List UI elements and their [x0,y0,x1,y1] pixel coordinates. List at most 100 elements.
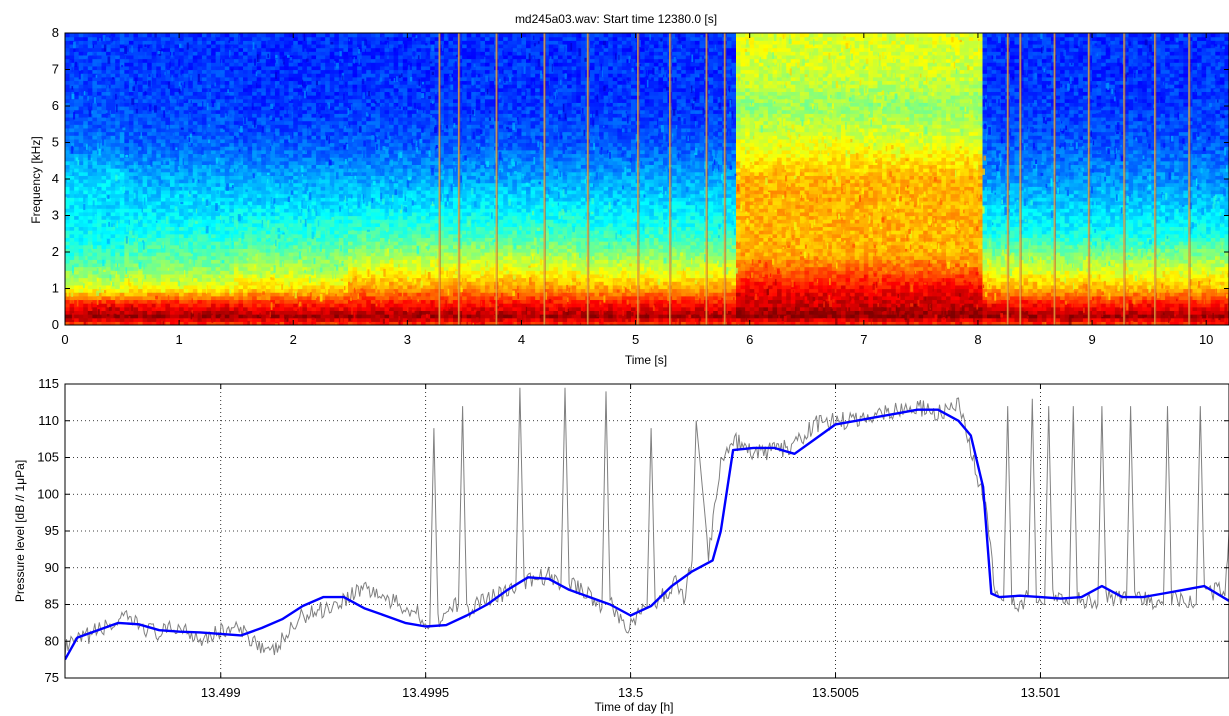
spectrogram-cell [165,292,171,297]
spectrogram-cell [215,113,221,118]
spectrogram-cell [325,281,331,286]
spectrogram-cell [238,33,244,38]
spectrogram-cell [192,153,198,158]
spectrogram-cell [293,40,299,45]
spectrogram-cell [265,84,272,89]
spectrogram-cell [284,255,290,260]
spectrogram-cell [78,157,84,162]
spectrogram-cell [183,142,189,147]
spectrogram-cell [78,237,84,242]
spectrogram-cell [233,106,240,111]
spectrogram-cell [151,168,157,173]
spectrogram-cell [119,76,125,82]
spectrogram-cell [316,62,322,67]
spectrogram-cell [197,197,203,202]
spectrogram-cell [115,65,121,71]
spectrogram-cell [115,273,121,279]
spectrogram-cell [174,131,180,136]
spectrogram-cell [265,43,272,49]
spectrogram-cell [238,226,244,231]
spectrogram-cell [215,179,221,184]
spectrogram-cell [128,248,135,253]
spectrogram-cell [78,51,84,56]
spectrogram-cell [110,255,116,260]
spectrogram-cell [174,186,180,191]
spectrogram-cell [329,259,335,264]
spectrogram-cell [183,189,189,195]
spectrogram-cell [160,116,167,122]
spectrogram-cell [247,109,253,114]
spectrogram-cell [279,142,285,147]
spectrogram-cell [201,54,208,60]
spectrogram-cell [284,146,290,151]
spectrogram-cell [192,262,198,268]
spectrogram-cell [92,95,98,100]
spectrogram-cell [188,252,194,257]
spectrogram-cell [211,36,217,41]
spectrogram-cell [306,204,313,209]
spectrogram-cell [265,208,272,213]
spectrogram-cell [274,62,281,67]
spectrogram-cell [247,80,253,85]
spectrogram-cell [288,124,294,129]
spectrogram-cell [215,208,221,213]
spectrogram-cell [297,146,303,151]
spectrogram-cell [329,76,335,82]
spectrogram-cell [288,215,294,220]
spectrogram-cell [261,135,267,140]
spectrogram-cell [128,157,135,162]
spectrogram-cell [252,135,258,140]
spectrogram-cell [165,222,171,228]
spectrogram-cell [87,87,93,92]
spectrogram-cell [215,317,221,322]
spectrogram-cell [325,131,331,136]
spectrogram-cell [183,84,189,89]
spectrogram-cell [124,113,130,118]
spectrogram-cell [124,40,130,45]
spectrogram-cell [151,262,157,268]
spectrogram-cell [83,91,89,96]
spectrogram-cell [265,175,272,180]
spectrogram-cell [192,215,198,220]
spectrogram-cell [338,197,345,202]
spectrogram-cell [160,310,167,315]
spectrogram-cell [297,135,303,140]
spectrogram-cell [325,33,331,38]
spectrogram-cell [65,58,71,63]
spectrogram-cell [233,189,240,195]
spectrogram-cell [311,222,317,228]
spectrogram-cell [261,189,267,195]
spectrogram-cell [201,116,208,122]
spectrogram-cell [215,262,221,268]
spectrogram-cell [279,292,285,297]
spectrogram-cell [256,73,262,78]
spectrogram-cell [106,120,112,125]
spectrogram-cell [87,284,93,290]
spectrogram-cell [142,160,148,165]
spectrogram-cell [115,98,121,103]
spectrogram-cell [138,40,144,45]
spectrogram-cell [201,230,208,235]
spectrogram-cell [115,43,121,49]
spectrogram-cell [106,321,112,325]
spectrogram-cell [220,226,226,231]
spectrogram-cell [115,244,121,249]
spectrogram-cell [215,266,221,271]
spectrogram-cell [92,182,98,187]
spectrogram-cell [83,186,89,191]
spectrogram-cell [229,80,235,85]
spectrogram-cell [293,124,299,129]
spectrogram-cell [133,33,139,38]
spectrogram-cell [211,65,217,71]
spectrogram-cell [169,113,176,118]
spectrogram-cell [211,306,217,311]
spectrogram-cell [138,146,144,151]
spectrogram-cell [338,186,345,191]
spectrogram-cell [124,80,130,85]
spectrogram-cell [106,175,112,180]
spectrogram-cell [229,51,235,56]
spectrogram-cell [183,248,189,253]
spectrogram-cell [265,237,272,242]
spectrogram-cell [142,215,148,220]
spectrogram-cell [293,131,299,136]
